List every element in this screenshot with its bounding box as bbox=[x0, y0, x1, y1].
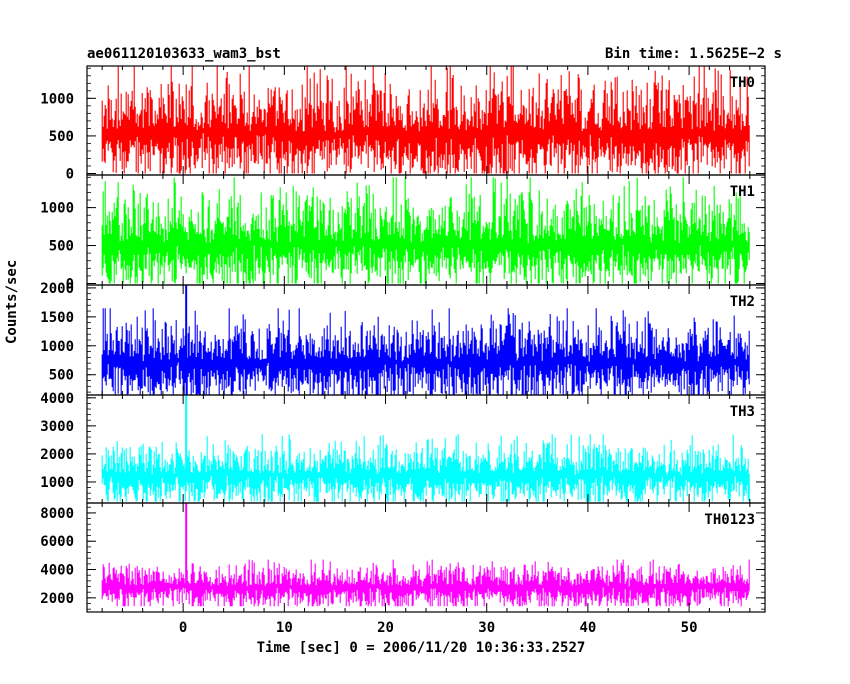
y-tick-label: 0 bbox=[66, 166, 74, 182]
y-tick-label: 1000 bbox=[40, 201, 74, 217]
series-line-th0123 bbox=[101, 559, 750, 607]
y-tick-label: 500 bbox=[49, 129, 74, 145]
y-tick-label: 4000 bbox=[40, 391, 74, 407]
series-line-th1 bbox=[101, 177, 750, 284]
series-line-th2 bbox=[101, 308, 750, 395]
y-tick-label: 4000 bbox=[40, 563, 74, 579]
x-tick-label: 50 bbox=[681, 620, 698, 636]
y-tick-label: 8000 bbox=[40, 506, 74, 522]
y-tick-label: 1000 bbox=[40, 475, 74, 491]
x-tick-label: 40 bbox=[579, 620, 596, 636]
y-tick-label: 2000 bbox=[40, 281, 74, 297]
legend-label-th0123: TH0123 bbox=[704, 512, 755, 528]
legend-label-th2: TH2 bbox=[730, 294, 755, 310]
legend-label-th0: TH0 bbox=[730, 75, 755, 91]
x-tick-label: 10 bbox=[276, 620, 293, 636]
legend-label-th3: TH3 bbox=[730, 404, 755, 420]
series-line-th3 bbox=[101, 434, 750, 502]
y-tick-label: 500 bbox=[49, 239, 74, 255]
bin-time-label: Bin time: 1.5625E−2 s bbox=[604, 46, 782, 62]
legend-label-th1: TH1 bbox=[730, 184, 755, 200]
y-tick-label: 1500 bbox=[40, 310, 74, 326]
y-tick-label: 3000 bbox=[40, 419, 74, 435]
y-tick-label: 1000 bbox=[40, 339, 74, 355]
x-axis-label-text: Time [sec] 0 = 2006/11/20 10:36:33.2527 bbox=[256, 640, 586, 656]
x-tick-label: 0 bbox=[179, 620, 187, 636]
y-tick-label: 0 bbox=[66, 276, 74, 292]
y-tick-label: 2000 bbox=[40, 447, 74, 463]
y-axis-label: Counts/sec bbox=[4, 259, 20, 344]
x-axis-label: Time [sec] 0 = 2006/11/20 10:36:33.2527 bbox=[0, 640, 850, 656]
y-tick-label: 6000 bbox=[40, 534, 74, 550]
series-line-th0 bbox=[101, 66, 750, 174]
x-tick-label: 20 bbox=[377, 620, 394, 636]
y-tick-label: 2000 bbox=[40, 591, 74, 607]
y-tick-label: 1000 bbox=[40, 91, 74, 107]
chart-title: ae061120103633_wam3_bst bbox=[87, 46, 281, 62]
x-tick-label: 30 bbox=[478, 620, 495, 636]
y-tick-label: 500 bbox=[49, 368, 74, 384]
